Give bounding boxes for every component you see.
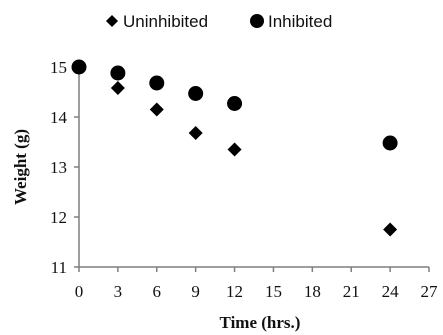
x-axis-title: Time (hrs.)	[220, 313, 301, 332]
x-tick-label: 15	[265, 282, 282, 301]
y-axis-ticks: 11 12 13 14 15	[50, 58, 79, 277]
x-tick-label: 0	[75, 282, 84, 301]
point-inhibited	[382, 135, 398, 151]
legend-label-uninhibited: Uninhibited	[123, 12, 208, 31]
point-uninhibited	[383, 222, 398, 237]
x-tick-label: 27	[421, 282, 439, 301]
legend-item-inhibited: Inhibited	[250, 12, 332, 31]
y-tick-label: 15	[50, 58, 67, 77]
x-tick-label: 6	[153, 282, 162, 301]
y-tick-label: 14	[50, 108, 68, 127]
point-inhibited	[149, 75, 165, 91]
legend-marker-diamond-icon	[106, 15, 118, 27]
y-tick-label: 11	[51, 258, 67, 277]
x-tick-label: 9	[191, 282, 200, 301]
point-uninhibited	[227, 142, 242, 157]
y-tick-label: 13	[50, 158, 67, 177]
point-inhibited	[71, 59, 87, 75]
legend-label-inhibited: Inhibited	[268, 12, 332, 31]
legend: Uninhibited Inhibited	[106, 12, 332, 31]
point-inhibited	[110, 65, 126, 81]
point-uninhibited	[149, 102, 164, 117]
x-tick-label: 18	[304, 282, 321, 301]
x-tick-label: 21	[343, 282, 360, 301]
point-inhibited	[227, 96, 243, 111]
point-inhibited	[188, 86, 204, 101]
x-tick-label: 3	[114, 282, 123, 301]
point-uninhibited	[110, 81, 125, 95]
y-tick-label: 12	[50, 208, 67, 227]
legend-marker-circle-icon	[250, 14, 264, 28]
x-tick-label: 24	[382, 282, 400, 301]
point-uninhibited	[188, 126, 203, 140]
legend-item-uninhibited: Uninhibited	[106, 12, 208, 31]
x-tick-label: 12	[226, 282, 243, 301]
x-axis-ticks: 0 3 6 9 12 15 18 21 24 27	[75, 267, 438, 301]
y-axis-title: Weight (g)	[11, 129, 30, 205]
data-marks	[71, 59, 398, 237]
